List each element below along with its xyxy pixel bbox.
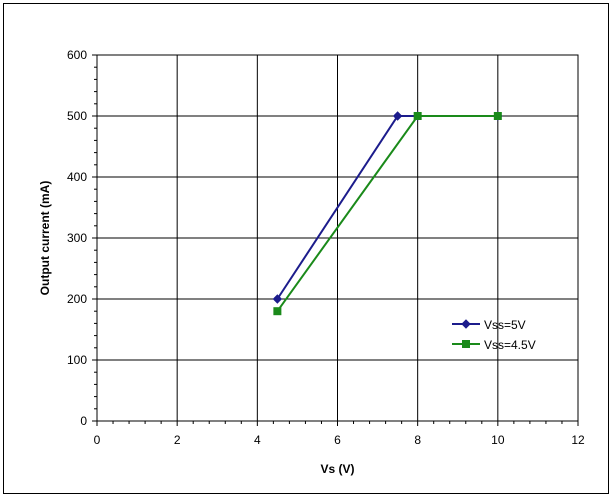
data-point: [392, 111, 403, 121]
data-point: [273, 307, 282, 316]
x-axis-title: Vs (V): [320, 462, 354, 476]
legend-entry: Vss=4.5V: [452, 338, 536, 352]
y-axis-title: Output current (mA): [38, 181, 52, 296]
y-tick-label: 500: [67, 109, 87, 123]
y-tick-label: 100: [67, 353, 87, 367]
data-point: [413, 112, 422, 120]
x-tick-label: 12: [571, 433, 585, 447]
data-point: [493, 112, 502, 120]
x-tick-label: 0: [94, 433, 101, 447]
x-tick-label: 2: [174, 433, 181, 447]
series-2: [273, 112, 502, 316]
y-tick-label: 600: [67, 48, 87, 62]
minor-ticks: [94, 66, 563, 424]
legend: Vss=5V Vss=4.5V: [452, 318, 536, 352]
y-tick-label: 200: [67, 292, 87, 306]
diamond-marker-icon: [461, 319, 471, 329]
square-marker-icon: [462, 340, 470, 348]
series-layer: [272, 111, 503, 316]
y-tick-label: 0: [80, 414, 87, 428]
data-point: [272, 294, 283, 304]
legend-label: Vss=5V: [484, 318, 526, 332]
x-tick-label: 10: [491, 433, 505, 447]
legend-label: Vss=4.5V: [484, 338, 536, 352]
x-tick-labels: 0 2 4 6 8 10 12: [94, 433, 585, 447]
y-tick-label: 400: [67, 170, 87, 184]
y-tick-labels: 0 100 200 300 400 500 600: [67, 48, 87, 428]
x-tick-label: 6: [334, 433, 341, 447]
y-tick-label: 300: [67, 231, 87, 245]
legend-entry: Vss=5V: [452, 318, 526, 332]
x-tick-label: 8: [414, 433, 421, 447]
x-tick-label: 4: [254, 433, 261, 447]
